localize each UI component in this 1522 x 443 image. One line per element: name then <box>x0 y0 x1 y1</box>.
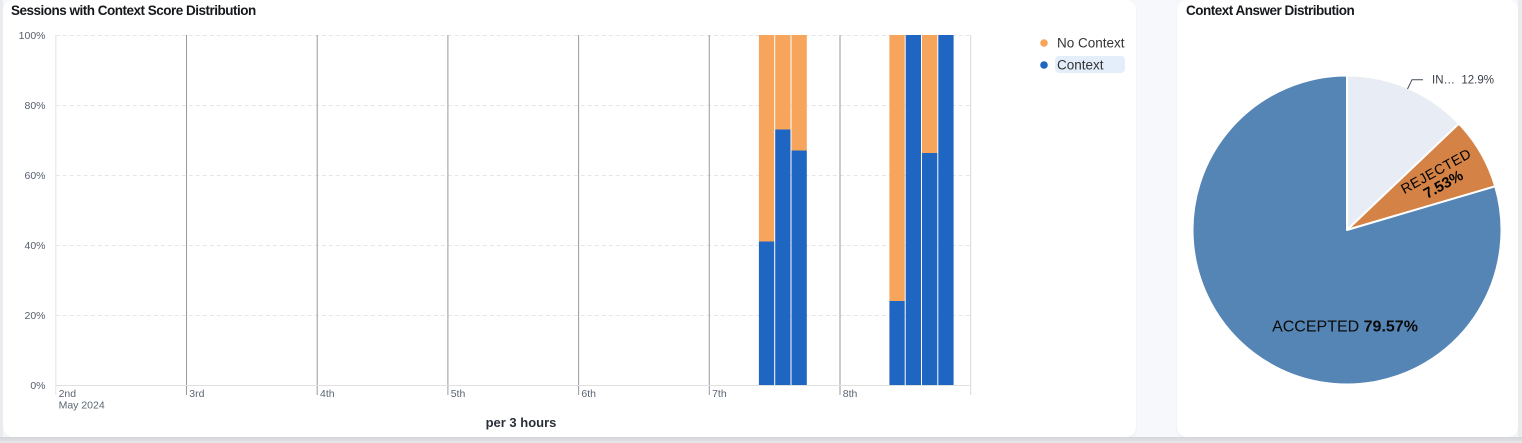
svg-text:3rd: 3rd <box>189 388 204 400</box>
svg-text:Context: Context <box>1057 58 1104 73</box>
svg-text:0%: 0% <box>30 380 45 392</box>
svg-text:IN… 12.9%: IN… 12.9% <box>1432 75 1494 87</box>
svg-text:7th: 7th <box>712 388 727 400</box>
svg-text:60%: 60% <box>24 170 45 182</box>
svg-text:6th: 6th <box>581 388 596 400</box>
svg-text:8th: 8th <box>843 388 858 400</box>
svg-text:ACCEPTED 79.57%: ACCEPTED 79.57% <box>1272 319 1418 336</box>
svg-text:No Context: No Context <box>1057 36 1125 51</box>
svg-text:4th: 4th <box>320 388 335 400</box>
svg-text:2nd: 2nd <box>59 388 77 400</box>
svg-text:5th: 5th <box>451 388 466 400</box>
svg-text:20%: 20% <box>24 310 45 322</box>
svg-text:100%: 100% <box>19 30 46 42</box>
svg-text:May 2024: May 2024 <box>59 400 105 412</box>
svg-text:80%: 80% <box>24 100 45 112</box>
svg-text:per 3 hours: per 3 hours <box>486 415 557 430</box>
svg-text:40%: 40% <box>24 240 45 252</box>
